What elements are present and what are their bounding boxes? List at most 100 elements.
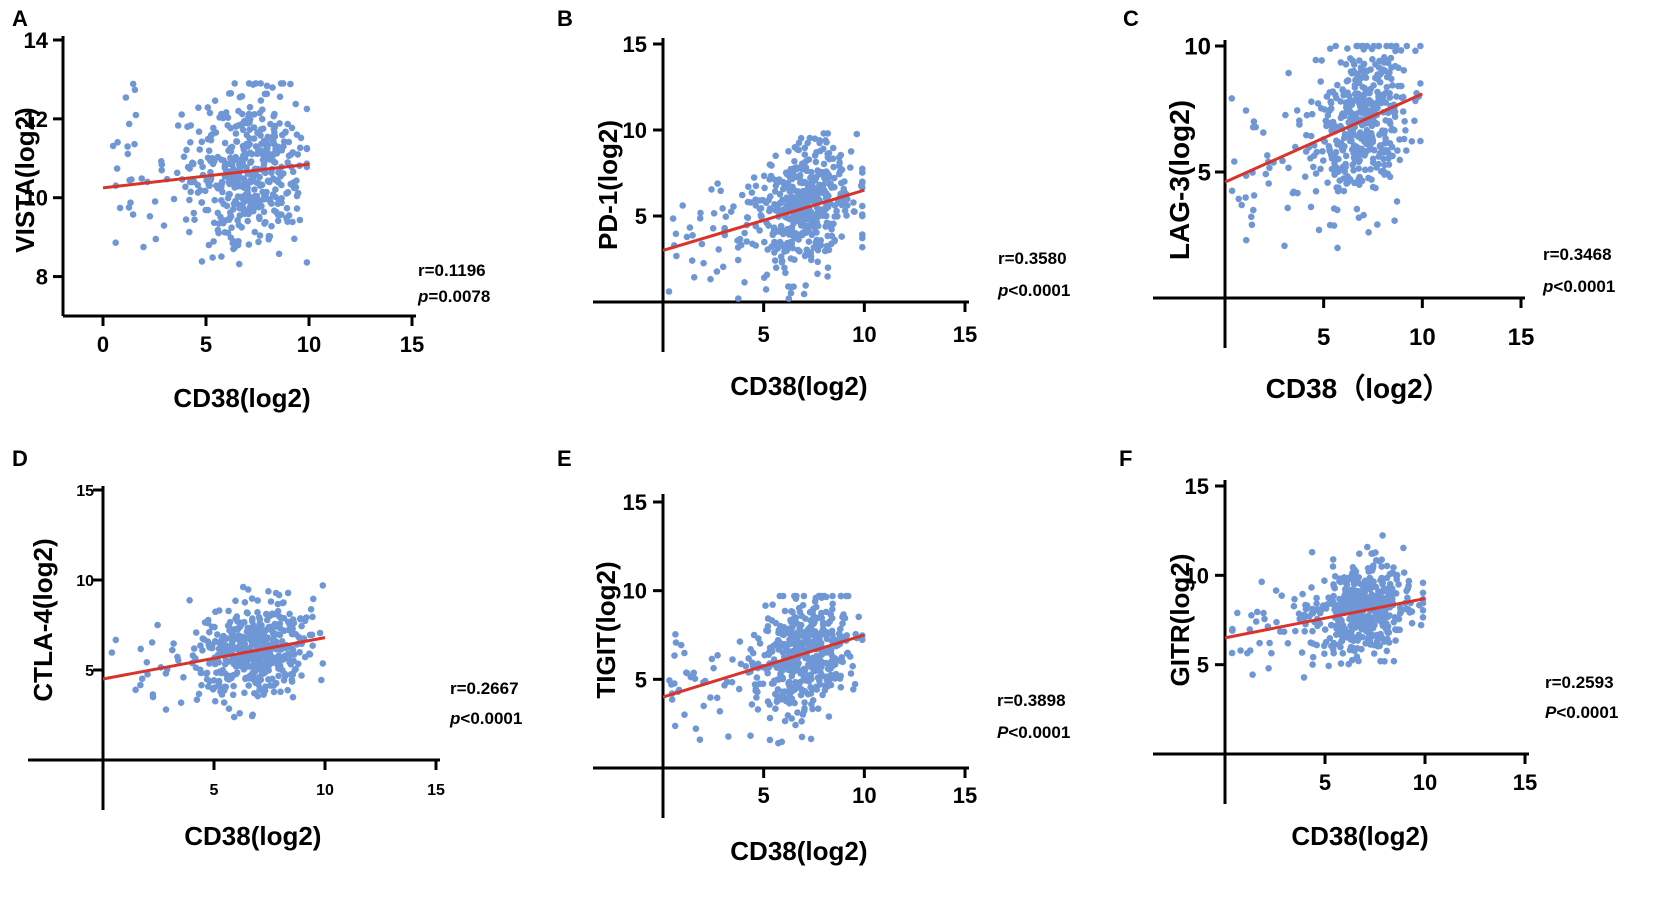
data-point [1359, 633, 1366, 641]
data-point [822, 137, 829, 144]
data-point [215, 681, 222, 689]
data-point [804, 690, 812, 698]
data-point [1231, 158, 1238, 165]
data-point [775, 640, 783, 648]
data-point [1244, 649, 1251, 657]
data-point [224, 114, 232, 121]
data-point [1338, 637, 1345, 645]
data-point [256, 173, 263, 181]
data-point [239, 110, 246, 118]
data-point [698, 240, 706, 248]
data-point [729, 656, 736, 663]
data-point [1399, 93, 1407, 101]
data-point [1273, 618, 1280, 626]
data-point [1353, 604, 1361, 612]
data-point [240, 152, 247, 159]
data-point [1317, 78, 1324, 85]
data-point [787, 289, 795, 297]
data-point [1301, 628, 1308, 635]
data-point [1341, 112, 1348, 120]
data-point [1349, 161, 1356, 169]
data-point [743, 238, 750, 245]
regression-line [102, 636, 326, 681]
x-tick-label: 15 [400, 332, 424, 357]
p-symbol: p [1542, 277, 1553, 296]
data-point [263, 616, 271, 624]
r-value-label: r=0.2667 [450, 679, 519, 698]
data-point [795, 139, 803, 147]
data-point [1372, 557, 1380, 564]
data-point [719, 205, 726, 212]
data-point [780, 228, 788, 235]
data-point [1383, 147, 1391, 154]
data-point [125, 120, 133, 128]
data-point [310, 595, 317, 603]
data-point [294, 151, 302, 158]
data-point [214, 631, 221, 638]
data-point [286, 610, 293, 618]
data-point [1277, 628, 1284, 635]
data-point [847, 148, 855, 155]
data-point [1331, 573, 1339, 580]
data-point [292, 631, 300, 638]
data-point [1375, 153, 1383, 160]
data-point [234, 241, 242, 249]
data-point [202, 187, 209, 195]
data-point [263, 82, 271, 90]
data-point [257, 132, 264, 139]
data-point [751, 681, 759, 688]
data-point [853, 130, 861, 138]
y-tick-label: 5 [1198, 160, 1211, 187]
data-point [735, 685, 743, 693]
data-point [248, 670, 256, 678]
data-point [796, 248, 803, 255]
data-points [1228, 532, 1427, 681]
data-point [1367, 602, 1374, 609]
data-point [1401, 118, 1408, 125]
data-point [837, 592, 845, 600]
data-point [735, 295, 742, 302]
x-tick-label: 15 [953, 322, 977, 347]
data-point [1278, 592, 1285, 599]
data-point [293, 192, 301, 200]
data-point [855, 613, 862, 621]
data-point [1345, 98, 1352, 106]
data-point [669, 215, 677, 222]
data-point [859, 231, 866, 238]
data-point [1321, 577, 1328, 584]
data-point [828, 226, 835, 233]
r-value-label: r=0.2593 [1545, 673, 1614, 692]
data-point [220, 699, 228, 706]
data-point [211, 196, 218, 204]
data-point [265, 676, 272, 683]
data-point [184, 123, 191, 130]
data-point [148, 639, 156, 646]
panel-f: F 5 10 15 5 10 15 CD38(log2) GITR(log2) r=0.2593 P… [1105, 440, 1654, 913]
data-point [1308, 548, 1316, 556]
data-point [194, 181, 202, 189]
data-point [846, 653, 854, 660]
data-point [257, 126, 265, 133]
y-axis-title: VISTA(log2) [10, 107, 40, 252]
data-point [239, 583, 247, 591]
data-point [186, 228, 193, 236]
data-point [224, 122, 231, 129]
data-point [1301, 611, 1308, 619]
data-point [828, 627, 836, 635]
data-point [132, 111, 140, 119]
data-point [828, 232, 836, 240]
data-point [224, 229, 232, 237]
data-point [1329, 556, 1337, 563]
data-point [116, 204, 124, 212]
data-point [1369, 624, 1377, 632]
y-axis-title: PD-1(log2) [593, 120, 623, 250]
y-axis-title: GITR(log2) [1165, 554, 1195, 687]
data-point [801, 144, 809, 152]
data-point [1376, 71, 1384, 78]
data-point [1390, 657, 1398, 665]
data-point [802, 179, 809, 187]
data-point [240, 144, 248, 152]
data-point [275, 652, 283, 659]
data-point [283, 214, 290, 222]
data-point [791, 256, 798, 264]
